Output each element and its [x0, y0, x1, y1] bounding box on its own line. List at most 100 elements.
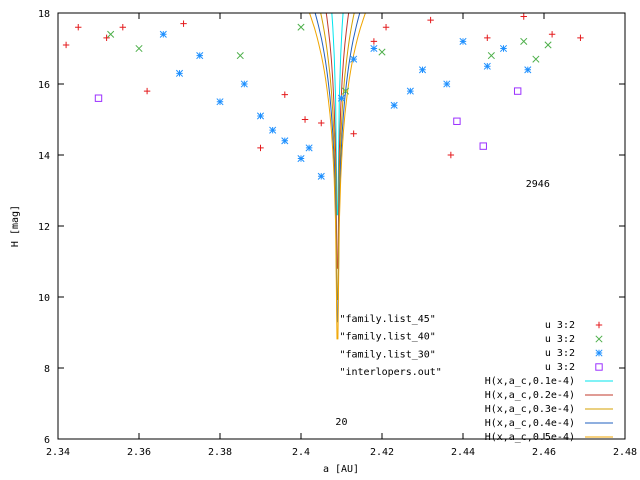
star-point — [459, 37, 467, 45]
x-tick-label: 2.48 — [613, 447, 637, 458]
plus-point — [281, 91, 288, 98]
y-axis-label: H [mag] — [10, 205, 21, 247]
plus-point — [548, 31, 556, 38]
cross-point — [236, 52, 244, 60]
plus-point — [595, 321, 603, 329]
plus-point — [103, 34, 110, 42]
y-tick-label: 10 — [38, 293, 50, 304]
star-point — [216, 98, 224, 106]
curve-right — [337, 13, 350, 269]
cross-point — [378, 48, 386, 56]
star-point — [443, 80, 451, 88]
y-tick-label: 18 — [38, 9, 50, 20]
legend-label: H(x,a_c,0.1e-4) — [485, 376, 575, 387]
x-tick-label: 2.42 — [370, 447, 394, 458]
star-point — [317, 172, 325, 180]
x-axis-label: a [AU] — [323, 464, 359, 475]
curve-left — [331, 13, 338, 216]
square-point — [513, 87, 522, 95]
plus-point — [370, 38, 378, 45]
plus-point — [350, 130, 357, 137]
legend-label: u 3:2 — [545, 320, 575, 331]
curve-left — [314, 13, 338, 323]
annotations: 2946 20 "family.list_45" "family.list_40" "f… — [335, 179, 549, 428]
plus-point — [382, 24, 390, 31]
annotation: "family.list_45" — [339, 314, 435, 325]
cross-point — [520, 37, 528, 45]
star-point — [337, 94, 346, 102]
curve-right — [337, 13, 355, 301]
cross-point — [135, 44, 143, 53]
x-tick-label: 2.38 — [208, 447, 232, 458]
plus-point — [257, 144, 264, 152]
square-point — [94, 94, 103, 102]
star-point — [390, 101, 398, 109]
curve-left — [325, 13, 338, 269]
star-point — [281, 137, 289, 145]
x-axis-ticks: 2.34 2.36 2.38 2.4 2.42 2.44 2.46 2.48 — [46, 13, 637, 458]
annotation: 20 — [335, 417, 347, 428]
yarkovsky-curves — [308, 13, 366, 340]
plus-point — [75, 24, 82, 31]
y-tick-label: 14 — [38, 151, 50, 162]
x-tick-label: 2.34 — [46, 447, 70, 458]
star-point — [256, 112, 265, 120]
cross-point — [532, 55, 540, 63]
legend-label: H(x,a_c,0.4e-4) — [485, 418, 575, 429]
legend-label: H(x,a_c,0.5e-4) — [485, 432, 575, 443]
curve-left — [320, 13, 338, 301]
legend-label: H(x,a_c,0.2e-4) — [485, 390, 575, 401]
plus-point — [484, 34, 491, 42]
y-tick-label: 16 — [38, 80, 50, 91]
star-point — [269, 126, 277, 134]
legend-label: u 3:2 — [545, 362, 575, 373]
y-axis-ticks: 6 8 10 12 14 16 18 — [38, 9, 625, 446]
star-point — [305, 144, 313, 152]
cross-point — [544, 41, 552, 49]
star-point — [483, 62, 491, 70]
star-point — [499, 44, 508, 53]
star-point — [524, 66, 532, 74]
star-point — [350, 55, 358, 63]
plus-point — [62, 41, 70, 49]
plus-point — [520, 13, 527, 20]
plus-point — [318, 119, 325, 127]
curve-right — [337, 13, 361, 323]
cross-point — [341, 87, 350, 95]
star-point — [240, 80, 248, 88]
legend-label: H(x,a_c,0.3e-4) — [485, 404, 575, 415]
star-point — [297, 154, 305, 163]
star-point — [406, 87, 414, 95]
star-point — [175, 69, 184, 77]
y-tick-label: 6 — [44, 435, 50, 446]
cross-point — [297, 23, 305, 31]
square-point — [595, 363, 603, 371]
star-point — [418, 66, 427, 74]
curve-left — [308, 13, 338, 340]
annotation: "family.list_40" — [339, 332, 435, 343]
annotation: "family.list_30" — [339, 349, 435, 360]
square-point — [453, 117, 461, 125]
scatter-points — [62, 13, 584, 180]
x-tick-label: 2.4 — [292, 447, 310, 458]
cross-point — [487, 52, 495, 60]
legend-label: u 3:2 — [545, 348, 575, 359]
star-point — [159, 30, 167, 38]
plus-point — [143, 87, 151, 95]
y-tick-label: 12 — [38, 222, 50, 233]
star-point — [370, 44, 378, 53]
x-tick-label: 2.44 — [451, 447, 475, 458]
star-point — [595, 349, 603, 357]
cross-point — [107, 30, 115, 38]
plus-point — [180, 20, 187, 27]
legend-label: u 3:2 — [545, 334, 575, 345]
star-point — [196, 52, 204, 60]
y-tick-label: 8 — [44, 364, 50, 375]
legend: u 3:2 u 3:2 u 3:2 u 3:2 H(x,a_c,0.1e-4) H(x,a… — [485, 320, 613, 443]
plus-point — [447, 151, 455, 159]
curve-right — [337, 13, 344, 216]
cross-point — [595, 335, 603, 343]
plus-point — [119, 24, 126, 31]
x-tick-label: 2.46 — [532, 447, 556, 458]
